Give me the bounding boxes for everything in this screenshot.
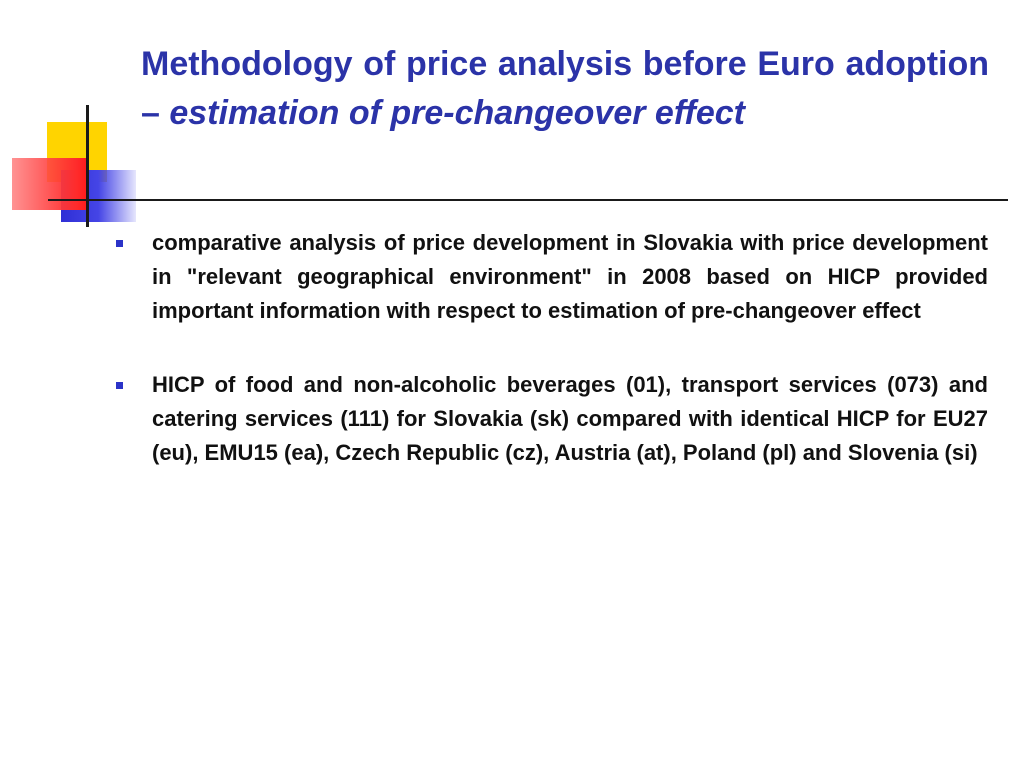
slide-title-main: Methodology of price analysis before Eur… bbox=[141, 45, 989, 132]
bullet-list: comparative analysis of price developmen… bbox=[112, 226, 988, 510]
slide-title-emphasis: estimation of pre-changeover effect bbox=[169, 94, 745, 132]
vertical-rule bbox=[86, 105, 89, 227]
decorative-squares bbox=[0, 0, 150, 240]
red-square bbox=[12, 158, 88, 210]
bullet-text: comparative analysis of price developmen… bbox=[152, 230, 988, 323]
decorative-horizontal-rule bbox=[48, 199, 140, 201]
bullet-item: comparative analysis of price developmen… bbox=[112, 226, 988, 328]
bullet-item: HICP of food and non-alcoholic beverages… bbox=[112, 368, 988, 470]
square-bullet-icon bbox=[116, 382, 123, 389]
square-bullet-icon bbox=[116, 240, 123, 247]
title-divider bbox=[138, 199, 1008, 201]
bullet-text: HICP of food and non-alcoholic beverages… bbox=[152, 372, 988, 465]
slide-title: Methodology of price analysis before Eur… bbox=[141, 40, 989, 138]
